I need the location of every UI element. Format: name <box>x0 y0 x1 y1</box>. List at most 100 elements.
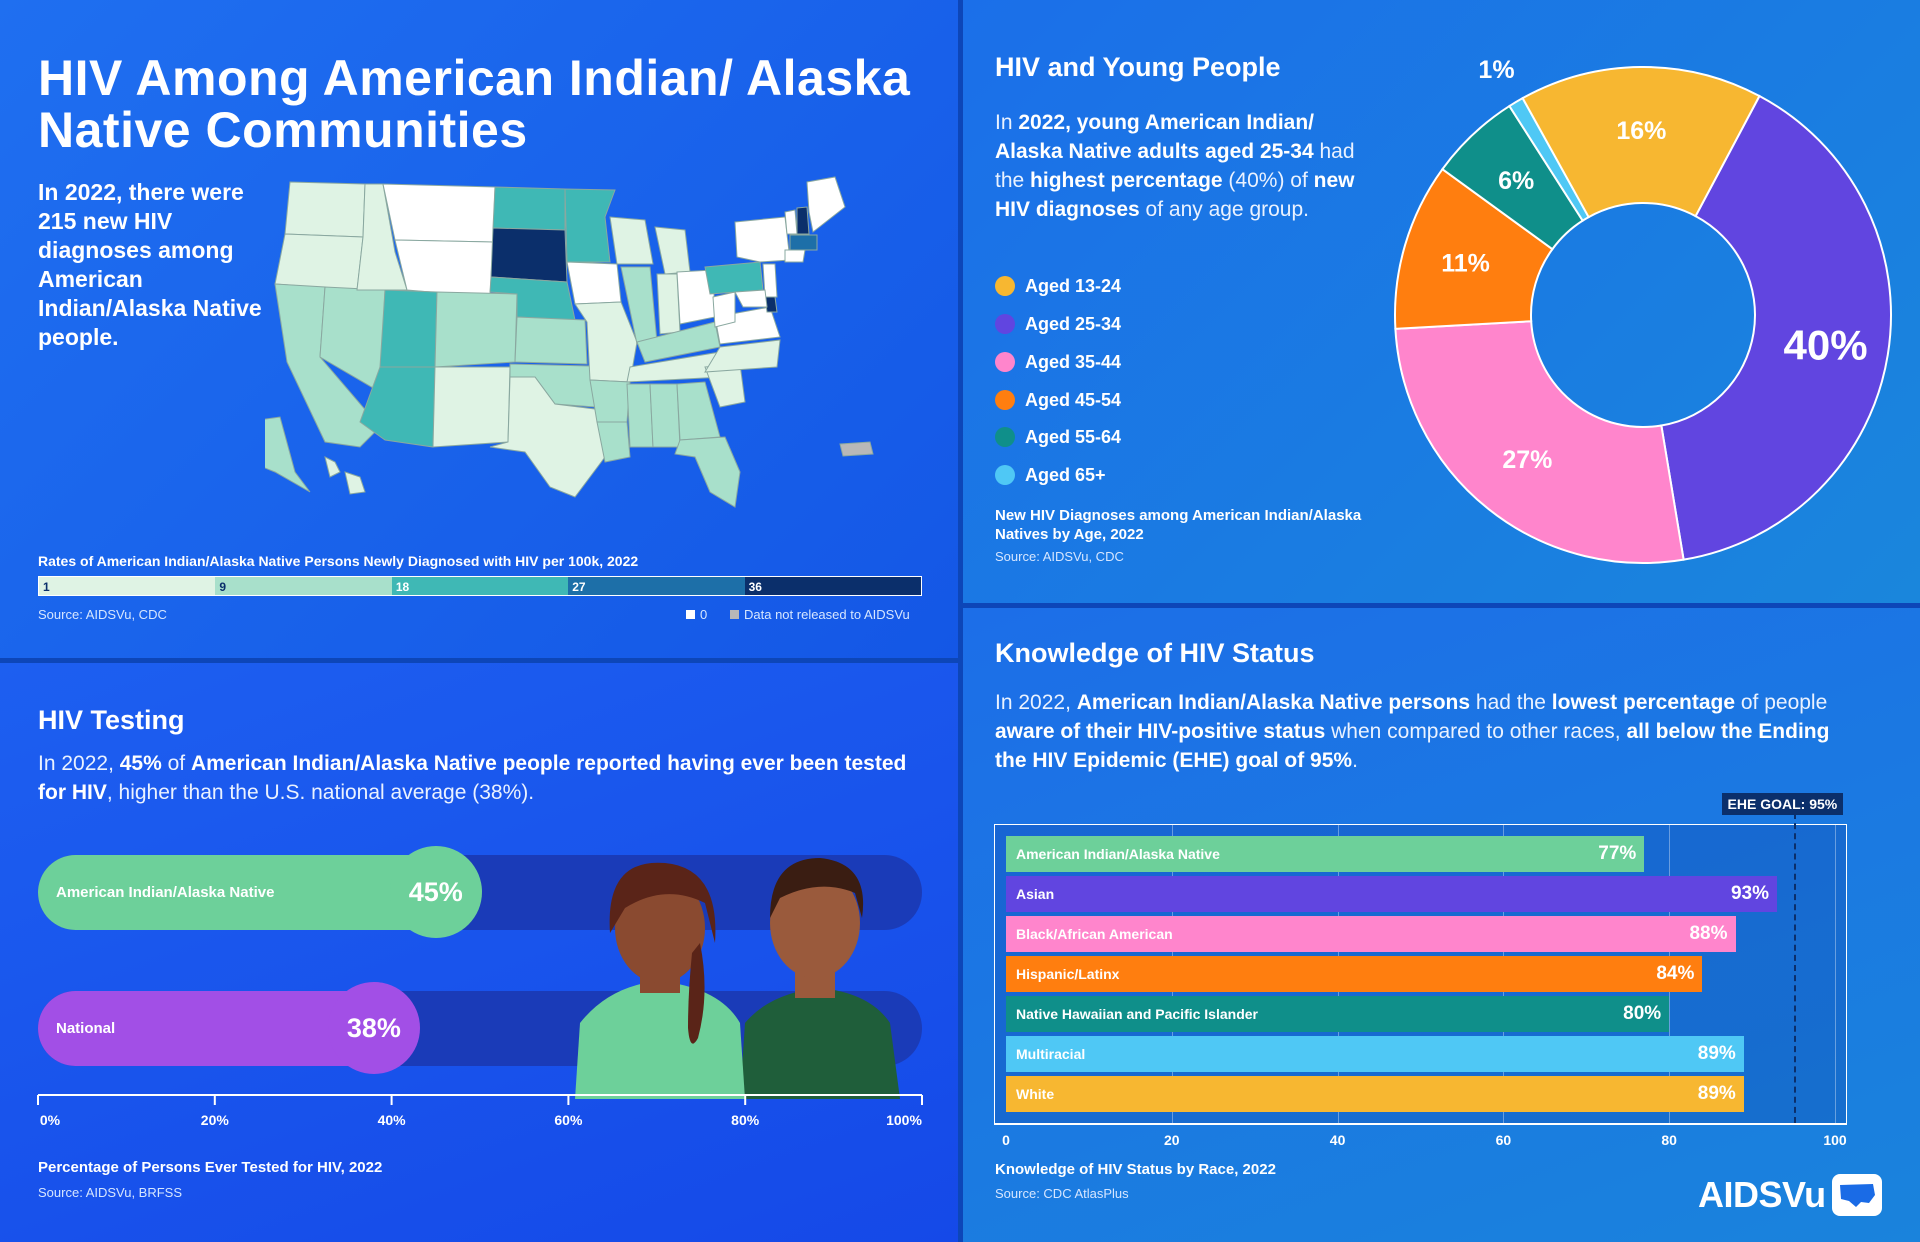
pie-legend-item: Aged 65+ <box>995 461 1106 489</box>
state-mn <box>564 188 616 263</box>
state-md <box>734 289 768 308</box>
testing-tick-label: 100% <box>886 1112 922 1128</box>
testing-text-b2: American Indian/Alaska Native people rep… <box>38 752 907 804</box>
test-bar-track-aian: American Indian/Alaska Native 45% <box>38 846 922 938</box>
know-text-b4: all below the Ending the HIV Epidemic (E… <box>995 720 1830 772</box>
legend-bin-5: 36 <box>744 577 922 595</box>
knowledge-bar-category: Black/African American <box>1016 926 1173 942</box>
know-text-b1: American Indian/Alaska Native persons <box>1076 691 1471 714</box>
test-bar-label-national: National <box>56 1020 116 1037</box>
knowledge-bar-category: Hispanic/Latinx <box>1016 966 1120 982</box>
testing-text: In 2022, 45% of American Indian/Alaska N… <box>38 749 918 807</box>
aidsvu-logo: AIDSVu <box>1698 1173 1883 1217</box>
testing-tick-label: 40% <box>378 1112 407 1128</box>
knowledge-text: In 2022, American Indian/Alaska Native p… <box>995 688 1855 775</box>
knowledge-bar-chart: EHE GOAL: 95% American Indian/Alaska Nati… <box>963 608 1920 1242</box>
legend-dot-icon <box>995 465 1015 485</box>
ehe-goal-label: EHE GOAL: 95% <box>1721 793 1844 815</box>
state-in <box>656 273 681 335</box>
pie-legend-item: Aged 55-64 <box>995 423 1121 451</box>
legend-dot-icon <box>995 276 1015 296</box>
knowledge-axis-line <box>994 1123 1847 1125</box>
age-donut-chart: 40% 27% 11% 6% 1% 16% <box>1394 60 1892 564</box>
know-text-1: In 2022, <box>995 691 1077 714</box>
donut-label: 40% <box>1784 322 1868 369</box>
knowledge-bar: Hispanic/Latinx 84% <box>1006 956 1703 992</box>
know-text-b2: lowest percentage <box>1551 691 1736 714</box>
state-hi <box>324 456 366 495</box>
know-text-2: had the <box>1470 691 1552 714</box>
people-illustration <box>575 858 900 1099</box>
testing-text-b1: 45% <box>119 752 162 775</box>
state-nm <box>432 366 511 448</box>
page-title: HIV Among American Indian/ Alaska Native… <box>38 50 911 158</box>
donut-label: 11% <box>1441 249 1490 277</box>
knowledge-bar-value: 89% <box>1697 1083 1736 1104</box>
legend-bin-3: 18 <box>391 577 569 595</box>
knowledge-bar: Black/African American 88% <box>1006 916 1736 952</box>
donut-label: 6% <box>1498 167 1534 195</box>
state-ny <box>734 216 791 263</box>
map-source: Source: AIDSVu, CDC <box>38 607 167 622</box>
state-nc <box>704 339 781 373</box>
young-text-2: had the <box>995 140 1355 192</box>
testing-text-2: of <box>161 752 191 775</box>
knowledge-bar: American Indian/Alaska Native 77% <box>1006 836 1645 872</box>
state-az <box>359 366 436 448</box>
knowledge-bar-category: Asian <box>1016 886 1055 902</box>
testing-source: Source: AIDSVu, BRFSS <box>38 1185 183 1200</box>
donut-slice <box>1660 94 1892 561</box>
knowledge-tick-label: 60 <box>1495 1132 1512 1148</box>
state-wy <box>394 239 494 298</box>
state-mi <box>654 226 691 275</box>
test-bubble-national: 38% <box>327 982 420 1074</box>
ehe-goal-line <box>1793 813 1796 1123</box>
state-ia <box>566 261 622 305</box>
knowledge-bar-value: 77% <box>1598 843 1637 864</box>
knowledge-bar-value: 89% <box>1697 1043 1736 1064</box>
testing-text-3: , higher than the U.S. national average … <box>106 781 535 804</box>
map-lead-text: In 2022, there were 215 new HIV diagnose… <box>38 179 262 350</box>
legend-label: Aged 45-54 <box>1025 389 1122 410</box>
legend-zero-label: 0 <box>700 607 708 622</box>
knowledge-bar-value: 93% <box>1730 883 1769 904</box>
pie-legend-item: Aged 45-54 <box>995 386 1121 414</box>
state-vt <box>784 209 798 235</box>
pie-caption: New HIV Diagnoses among American Indian/… <box>995 507 1362 543</box>
pie-source: Source: AIDSVu, CDC <box>995 549 1124 564</box>
map-legend-bar: 1 9 18 27 36 <box>38 576 922 596</box>
knowledge-bar: Native Hawaiian and Pacific Islander 80% <box>1006 996 1670 1032</box>
knowledge-title: Knowledge of HIV Status <box>995 638 1315 668</box>
state-wi <box>609 216 654 265</box>
map-legend-zero: 0 <box>686 607 707 622</box>
knowledge-caption: Knowledge of HIV Status by Race, 2022 <box>995 1161 1276 1178</box>
knowledge-bar-value: 84% <box>1656 963 1695 984</box>
young-text-b1: 2022, young American Indian/ Alaska Nati… <box>995 111 1314 163</box>
testing-text-1: In 2022, <box>38 752 120 775</box>
state-fl <box>674 436 741 508</box>
pie-legend-item: Aged 35-44 <box>995 348 1121 376</box>
left-horizontal-divider <box>0 658 958 663</box>
state-ct <box>784 249 806 263</box>
young-text-1: In <box>995 111 1019 134</box>
map-legend-na: Data not released to AIDSVu <box>730 607 910 622</box>
state-tx <box>489 376 606 498</box>
know-text-4: when compared to other races, <box>1325 720 1627 743</box>
knowledge-bar-category: American Indian/Alaska Native <box>1016 846 1220 862</box>
us-map-logo-icon <box>1831 1174 1882 1216</box>
legend-label: Aged 65+ <box>1025 464 1106 485</box>
legend-bin-2: 9 <box>215 577 392 595</box>
legend-label: Aged 35-44 <box>1025 351 1122 372</box>
pie-legend-item: Aged 13-24 <box>995 272 1121 300</box>
knowledge-tick-label: 80 <box>1661 1132 1677 1148</box>
knowledge-tick-label: 40 <box>1329 1132 1346 1148</box>
state-nh <box>796 206 810 235</box>
knowledge-bar-category: Multiracial <box>1016 1046 1086 1062</box>
state-ma <box>789 234 818 251</box>
testing-tick-label: 80% <box>731 1112 760 1128</box>
state-ak <box>265 416 311 493</box>
knowledge-bar: White 89% <box>1006 1076 1744 1112</box>
legend-dot-icon <box>995 390 1015 410</box>
donut-label: 1% <box>1478 60 1514 84</box>
testing-axis: 0% 20% 40% 60% 80% 100% <box>37 1094 923 1128</box>
